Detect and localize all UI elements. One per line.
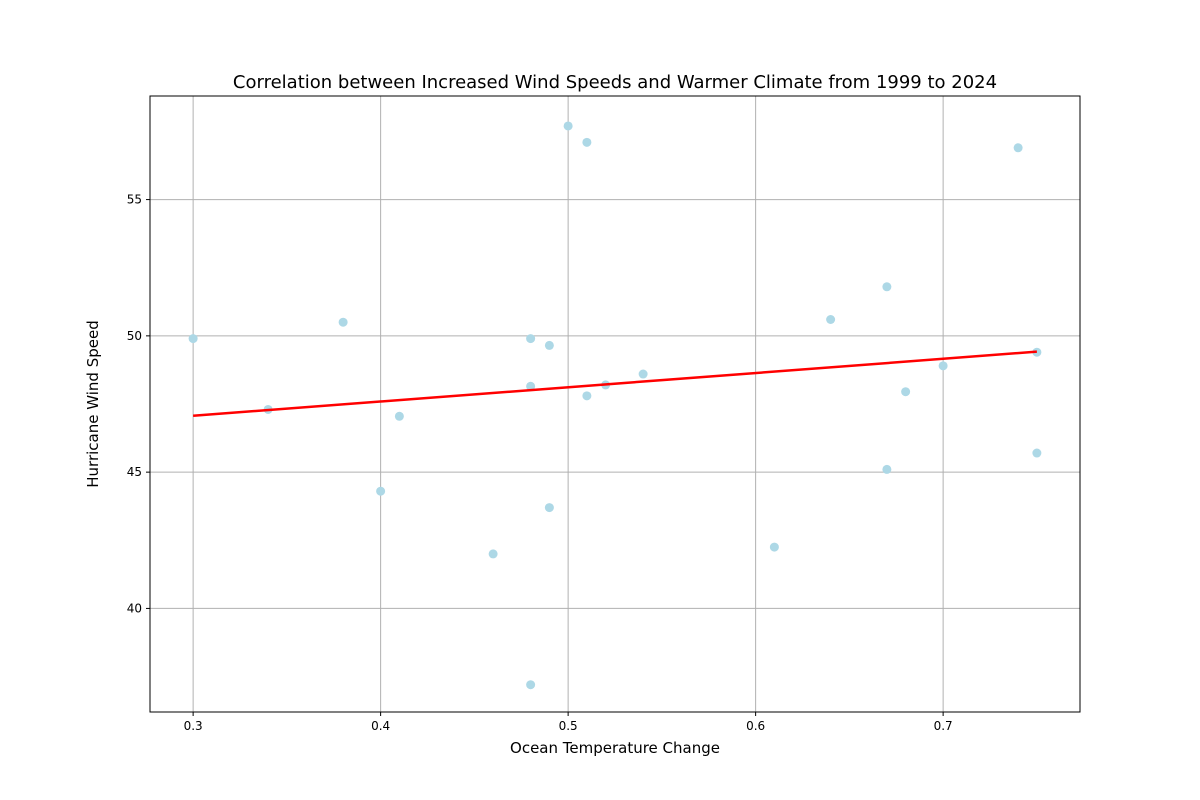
data-point [1032, 448, 1042, 458]
axis-ticks: 0.3 0.4 0.5 0.6 0.7 40 45 50 55 [127, 193, 953, 733]
data-point [582, 137, 592, 147]
data-point [638, 369, 648, 379]
x-tick-label: 0.6 [746, 719, 765, 733]
data-point [188, 334, 198, 344]
x-tick-label: 0.3 [184, 719, 203, 733]
data-point [544, 340, 554, 350]
chart-title: Correlation between Increased Wind Speed… [233, 72, 997, 93]
grid [150, 96, 1080, 712]
data-point [526, 334, 536, 344]
data-points [188, 121, 1042, 690]
y-tick-label: 45 [127, 465, 142, 479]
plot-frame [149, 95, 1081, 713]
y-tick-label: 40 [127, 601, 142, 615]
x-tick-label: 0.7 [934, 719, 953, 733]
data-point [769, 542, 779, 552]
data-point [1013, 143, 1023, 153]
trendline [193, 350, 1037, 417]
data-point [582, 391, 592, 401]
data-point [338, 317, 348, 327]
data-point [882, 464, 892, 474]
y-tick-label: 50 [127, 329, 142, 343]
data-point [488, 549, 498, 559]
data-point [882, 282, 892, 292]
data-point [826, 315, 836, 325]
data-point [526, 680, 536, 690]
trendline-group [193, 350, 1037, 417]
data-point [938, 361, 948, 371]
data-point [526, 381, 536, 391]
data-point [376, 486, 386, 496]
x-axis-label: Ocean Temperature Change [510, 739, 720, 757]
x-tick-label: 0.4 [371, 719, 390, 733]
data-point [901, 387, 911, 397]
data-point [544, 503, 554, 513]
data-point [394, 411, 404, 421]
y-tick-label: 55 [127, 193, 142, 207]
y-axis-label: Hurricane Wind Speed [84, 320, 102, 487]
x-tick-label: 0.5 [559, 719, 578, 733]
data-point [563, 121, 573, 131]
